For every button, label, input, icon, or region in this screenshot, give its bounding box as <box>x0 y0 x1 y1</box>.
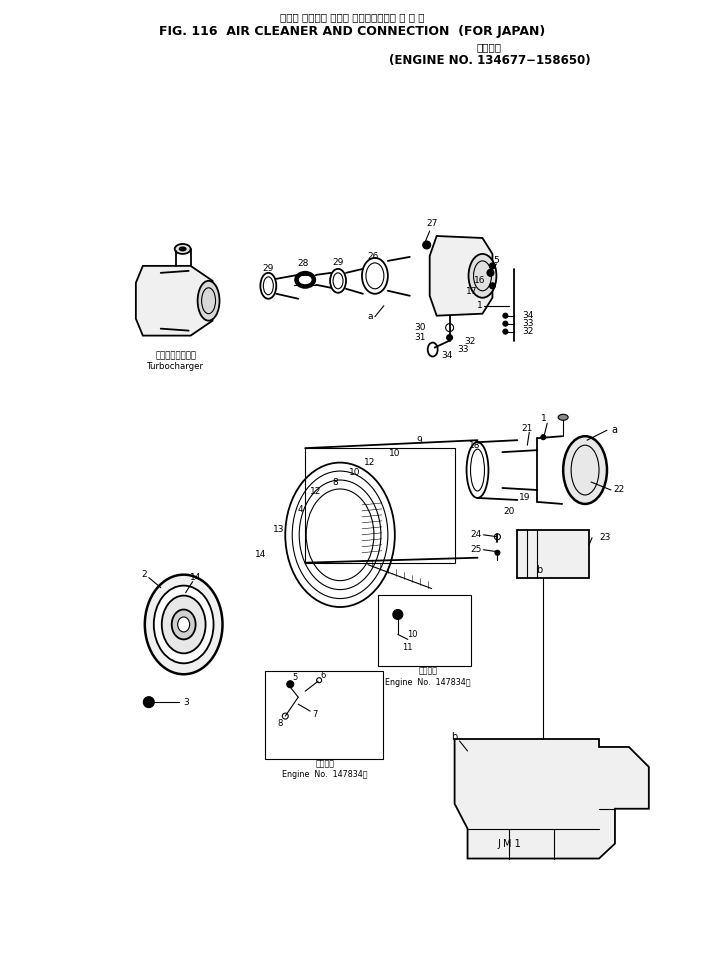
Text: b: b <box>536 565 542 575</box>
Ellipse shape <box>298 275 312 284</box>
Bar <box>265 671 383 759</box>
Ellipse shape <box>177 617 189 632</box>
Text: 10: 10 <box>408 630 418 639</box>
Circle shape <box>144 696 154 708</box>
Text: 34: 34 <box>522 311 534 320</box>
Bar <box>378 594 470 666</box>
Text: 32: 32 <box>464 337 475 346</box>
Text: 20: 20 <box>503 507 515 516</box>
Ellipse shape <box>198 281 220 320</box>
Text: 3: 3 <box>183 697 189 707</box>
Text: 8: 8 <box>277 719 283 728</box>
Circle shape <box>503 314 508 318</box>
Text: 12: 12 <box>364 458 376 467</box>
Text: 17: 17 <box>466 287 477 296</box>
Text: FIG. 116  AIR CLEANER AND CONNECTION  (FOR JAPAN): FIG. 116 AIR CLEANER AND CONNECTION (FOR… <box>159 25 545 38</box>
Text: Engine  No.  147834～: Engine No. 147834～ <box>385 678 470 687</box>
Text: 23: 23 <box>599 534 610 543</box>
Text: 適用号機: 適用号機 <box>315 760 334 768</box>
Text: 14: 14 <box>255 550 266 559</box>
Text: 18: 18 <box>469 440 480 450</box>
Ellipse shape <box>153 585 213 663</box>
Text: 適用号機: 適用号機 <box>418 667 437 676</box>
Text: 28: 28 <box>298 259 309 269</box>
Text: 22: 22 <box>613 485 624 495</box>
Text: 32: 32 <box>522 327 534 336</box>
Bar <box>306 448 455 563</box>
Text: 24: 24 <box>470 530 482 540</box>
Text: 7: 7 <box>313 710 318 719</box>
Text: a: a <box>611 426 617 435</box>
Ellipse shape <box>145 575 222 674</box>
Text: 34: 34 <box>441 351 452 360</box>
Text: 5: 5 <box>494 256 499 265</box>
Text: 26: 26 <box>367 252 379 261</box>
Ellipse shape <box>162 595 206 654</box>
Bar <box>517 530 589 578</box>
Circle shape <box>541 434 546 439</box>
Polygon shape <box>429 236 492 316</box>
Text: ターボチャージャ: ターボチャージャ <box>155 351 196 360</box>
Text: 12: 12 <box>310 487 321 497</box>
Circle shape <box>495 550 500 555</box>
Ellipse shape <box>294 271 316 288</box>
Text: 8: 8 <box>332 477 338 487</box>
Ellipse shape <box>469 254 496 298</box>
Text: 29: 29 <box>332 258 344 268</box>
Text: b: b <box>451 732 458 742</box>
Text: J M 1: J M 1 <box>498 839 521 848</box>
Circle shape <box>287 681 294 688</box>
Text: 11: 11 <box>403 643 413 652</box>
Text: 19: 19 <box>519 494 530 503</box>
Ellipse shape <box>175 244 191 254</box>
Text: Engine  No.  147834～: Engine No. 147834～ <box>282 770 368 779</box>
Text: 2: 2 <box>141 570 146 580</box>
Text: 29: 29 <box>263 264 274 274</box>
Polygon shape <box>136 266 213 336</box>
Circle shape <box>422 241 431 249</box>
Text: (ENGINE NO. 134677−158650): (ENGINE NO. 134677−158650) <box>389 55 590 67</box>
Ellipse shape <box>563 436 607 504</box>
Text: 27: 27 <box>426 218 437 228</box>
Text: 10: 10 <box>389 449 401 458</box>
Text: 30: 30 <box>414 323 425 332</box>
Circle shape <box>487 270 494 277</box>
Text: 31: 31 <box>414 333 425 342</box>
Text: 4: 4 <box>297 506 303 514</box>
Text: 33: 33 <box>522 319 534 328</box>
Text: Turbocharger: Turbocharger <box>147 362 204 371</box>
Text: 6: 6 <box>320 671 326 680</box>
Text: 1: 1 <box>541 414 547 423</box>
Ellipse shape <box>558 414 568 420</box>
Text: 5: 5 <box>293 673 298 682</box>
Text: 適用号機: 適用号機 <box>477 42 502 52</box>
Circle shape <box>489 263 496 269</box>
Text: 1: 1 <box>477 301 482 310</box>
Text: 14: 14 <box>190 573 201 582</box>
Circle shape <box>489 282 496 288</box>
Text: 13: 13 <box>272 525 284 535</box>
Polygon shape <box>455 739 649 858</box>
Text: エアー クリーナ および コネクション　 国 内 向: エアー クリーナ および コネクション 国 内 向 <box>279 12 425 21</box>
Text: 33: 33 <box>457 345 468 354</box>
Text: 10: 10 <box>349 468 360 476</box>
Circle shape <box>503 329 508 334</box>
Text: 16: 16 <box>474 277 485 285</box>
Circle shape <box>503 321 508 326</box>
Text: 9: 9 <box>417 435 422 445</box>
Ellipse shape <box>172 610 196 639</box>
Text: 25: 25 <box>470 545 482 554</box>
Ellipse shape <box>179 246 187 251</box>
Circle shape <box>446 335 453 341</box>
Circle shape <box>393 610 403 619</box>
Text: 21: 21 <box>522 424 533 432</box>
Text: a: a <box>367 313 372 321</box>
